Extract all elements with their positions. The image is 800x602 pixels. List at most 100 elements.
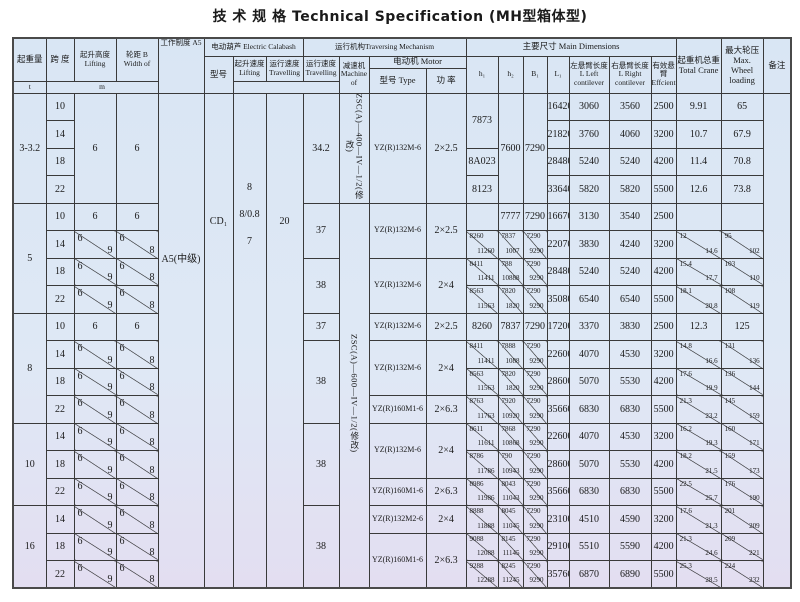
- total-crane-cell: 12.6: [675, 175, 722, 204]
- lifting-speed-value: 8: [247, 181, 252, 193]
- wheel-load-cell: 209 221: [720, 532, 764, 561]
- header-wheel-load: 最大轮压 Max. Wheel loading: [720, 37, 764, 94]
- wheel-load-cell: 160 171: [720, 422, 764, 451]
- total-crane-cell-max: 20.8: [705, 301, 718, 310]
- header-capacity: 起重量: [12, 37, 47, 82]
- lifting-height-cell-min: 6: [77, 535, 83, 547]
- b1-cell-max: 9290: [529, 384, 544, 393]
- remark-cell: [762, 92, 792, 589]
- motor-type-cell: YZ(R)132M-6: [368, 312, 427, 341]
- h1-cell-min: 8986: [469, 479, 484, 488]
- lifting-height-cell-max: 9: [107, 492, 113, 503]
- unit-m: m: [45, 80, 159, 94]
- capacity-cell: 3-3.2: [12, 92, 47, 204]
- wheel-load-cell-min: 209: [724, 534, 736, 543]
- efficient-cantilever-cell: 3200: [650, 230, 677, 259]
- h1-cell: 8786 11786: [465, 450, 499, 479]
- efficient-cantilever-cell: 4200: [650, 367, 677, 396]
- header-reducer: 减速机 Machine of: [338, 55, 370, 94]
- span-cell: 18: [45, 450, 75, 479]
- wheel-load-cell-max: 136: [749, 356, 760, 365]
- h2-cell-max: 1820: [505, 384, 520, 393]
- b1-cell: 7290 9290: [522, 230, 548, 259]
- lifting-height-cell-max: 9: [107, 409, 113, 421]
- lifting-height-cell-min: 6: [77, 563, 83, 574]
- motor-power-cell: 2×4: [425, 505, 467, 534]
- span-cell: 18: [45, 532, 75, 561]
- right-cantilever-cell: 3560: [608, 92, 652, 121]
- h2-cell: 7777: [497, 202, 524, 231]
- lifting-height-cell: 6: [73, 312, 117, 341]
- b1-cell-max: 9290: [529, 494, 544, 503]
- lifting-height-cell-max: 9: [107, 244, 113, 256]
- motor-power-cell: 2×4: [425, 340, 467, 396]
- wheel-load-cell-min: 95: [724, 232, 732, 240]
- table-row: 14 2182037604060320010.767.9: [13, 120, 791, 149]
- reducer-label: ZSC(A)—400—IV—1/2(修改): [345, 93, 365, 200]
- width-cell-max: 8: [149, 409, 155, 421]
- span-cell: 22: [45, 395, 75, 424]
- h1-cell: 8986 11986: [465, 477, 499, 506]
- header-traversing: 运行机构Traversing Mechanism: [302, 37, 467, 57]
- span-cell: 10: [45, 202, 75, 231]
- table-row: 2269688563115637820182072909290350806540…: [13, 285, 791, 314]
- total-crane-cell: 12 14.6: [675, 230, 722, 259]
- h1-cell-min: 8411: [469, 259, 484, 268]
- h1-cell-min: 8786: [469, 452, 484, 460]
- h2-cell-min: 7837: [501, 232, 516, 240]
- lifting-height-cell-min: 6: [77, 453, 83, 464]
- b1-cell-min: 7290: [526, 424, 541, 433]
- table-row: 10 14 6 9 6 8 38 YZ(R)132M-6 2×4 8611 11611 7868 108…: [12, 422, 791, 506]
- h1-cell-min: 8411: [469, 342, 484, 350]
- b1-cell-min: 7290: [526, 369, 541, 378]
- total-crane-cell-max: 25.7: [705, 494, 718, 503]
- h2-cell-max: 1820: [505, 301, 520, 310]
- wheel-load-cell-max: 221: [749, 549, 760, 558]
- width-cell-min: 6: [119, 370, 125, 382]
- motor-type-cell: YZ(R)132M-6: [368, 92, 427, 204]
- span-cell: 22: [45, 477, 75, 506]
- right-cantilever-cell: 6830: [608, 477, 652, 506]
- right-cantilever-cell: 4530: [608, 422, 652, 451]
- lifting-height-cell-max: 9: [107, 382, 113, 393]
- wheel-load-cell-min: 201: [724, 507, 736, 515]
- h1-cell-max: 11411: [477, 274, 495, 283]
- width-cell-max: 8: [149, 299, 155, 311]
- lifting-height-cell-min: 6: [77, 260, 83, 272]
- wheel-load-cell-max: 144: [749, 384, 760, 393]
- specification-table: 起重量 跨 度 起升高度 Lifting 轮距 B Width of 工作制度 …: [12, 37, 793, 589]
- h2-cell-max: 11043: [502, 494, 520, 503]
- l1-cell: 28480: [546, 257, 570, 286]
- l1-cell: 35760: [546, 560, 570, 589]
- h1-cell: [465, 202, 499, 231]
- total-crane-cell-min: 16.2: [679, 424, 692, 433]
- right-cantilever-cell: 4530: [608, 340, 652, 369]
- right-cantilever-cell: 5240: [608, 147, 652, 176]
- total-crane-cell-max: 28.5: [705, 576, 718, 585]
- left-cantilever-cell: 3370: [568, 312, 610, 341]
- h2-cell-max: 11145: [502, 549, 520, 558]
- header-main-dimensions: 主要尺寸 Main Dimensions: [465, 37, 677, 57]
- table-row: 22 6 9 6 8 YZ(R)160M1-6 2×6.3 8986 11986 8043 1104…: [13, 477, 791, 506]
- wheel-load-cell: 131 136: [720, 340, 764, 369]
- total-crane-cell-max: 16.6: [705, 356, 718, 365]
- motor-power-cell: 2×6.3: [425, 395, 467, 424]
- h2-cell-min: 7820: [501, 287, 516, 295]
- efficient-cantilever-cell: 5500: [650, 477, 677, 506]
- h1-cell: 8411 11411: [465, 257, 499, 286]
- capacity-cell: 16: [12, 505, 47, 589]
- wheel-load-cell-max: 102: [749, 246, 760, 255]
- total-crane-cell-min: 12: [679, 232, 687, 240]
- travel-mech-speed-cell: 38: [302, 340, 340, 424]
- total-crane-cell-max: 21.5: [705, 466, 718, 475]
- span-cell: 14: [45, 230, 75, 259]
- b1-cell: 7290 9290: [522, 340, 548, 369]
- total-crane-cell: 18.1 20.8: [675, 285, 722, 314]
